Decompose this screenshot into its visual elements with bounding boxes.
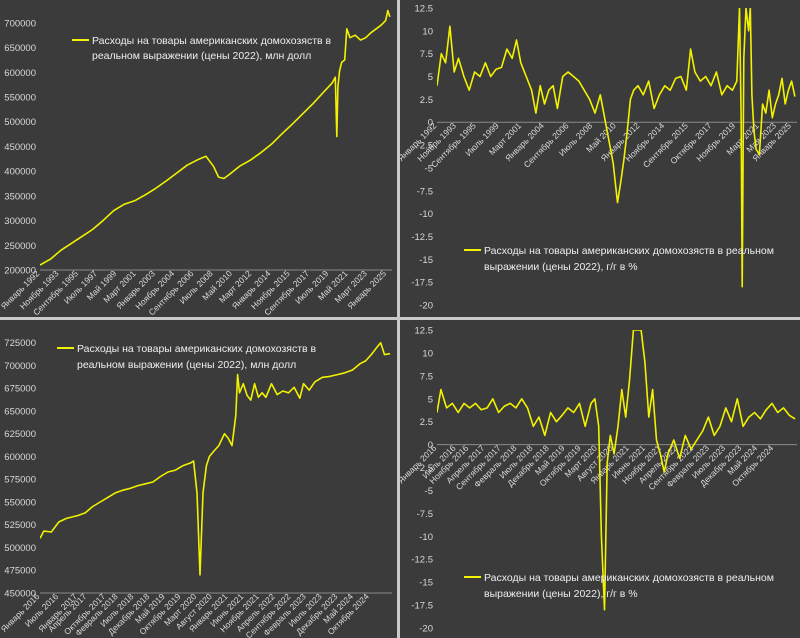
y-tick-label: 0 [428,440,433,451]
y-tick-label: -7.5 [417,509,433,520]
y-tick-label: -7.5 [417,186,433,197]
y-tick-label: 650000 [4,43,36,54]
y-tick-label: 450000 [4,589,36,600]
y-tick-label: 525000 [4,520,36,531]
chart-panel-level-recent: 450000 475000 500000 525000 550000 575000 6000… [0,320,397,638]
y-tick-label: 0 [428,118,433,129]
y-tick-label: -10 [419,532,433,543]
legend-label: Расходы на товары американских домохозяс… [484,245,774,257]
y-tick-label: 7.5 [420,49,433,60]
y-tick-label: 400000 [4,167,36,178]
y-tick-label: 450000 [4,142,36,153]
y-tick-label: 725000 [4,338,36,349]
series-line [40,9,391,266]
legend-label: выражении (цены 2022), г/г в % [484,261,638,273]
y-tick-label: 200000 [4,266,36,277]
y-tick-label: 12.5 [415,4,434,15]
chart-svg-level-full: 200000 250000 300000 350000 400000 450000 5000… [0,9,392,317]
y-tick-label: 5 [428,394,433,405]
y-tick-label: -17.5 [411,601,433,612]
y-tick-label: 500000 [4,543,36,554]
chart-svg-yoy-recent: -20 -17.5 -15 -12.5 -10 -7.5 -5 -2.5 0 2.5 5 7.5 10 1… [400,326,797,635]
y-tick-label: 650000 [4,406,36,417]
y-tick-label: 700000 [4,361,36,372]
y-tick-label: 7.5 [420,371,433,382]
chart-svg-yoy-full: -20 -17.5 -15 -12.5 -10 -7.5 -5 -2.5 0 2.5 5 7.5 10 1… [400,4,797,312]
y-tick-label: 600000 [4,452,36,463]
y-tick-label: -2.5 [417,463,433,474]
y-tick-label: 2.5 [420,95,433,106]
y-tick-label: -2.5 [417,141,433,152]
series-line [40,341,391,576]
y-tick-label: 250000 [4,241,36,252]
y-tick-label: 300000 [4,216,36,227]
chart-panel-yoy-full: -20 -17.5 -15 -12.5 -10 -7.5 -5 -2.5 0 2.5 5 7.5 10 1… [400,0,800,317]
legend-label: реальном выражении (цены 2022), млн долл [77,359,296,371]
legend-label: Расходы на товары американских домохозяс… [92,35,332,47]
y-tick-label: -12.5 [411,555,433,566]
y-tick-label: -20 [419,624,433,635]
y-tick-label: 500000 [4,117,36,128]
y-tick-label: 550000 [4,497,36,508]
chart-svg-level-recent: 450000 475000 500000 525000 550000 575000 6000… [0,338,392,638]
y-tick-label: -20 [419,301,433,312]
y-tick-label: -15 [419,255,433,266]
series-line [437,330,796,611]
y-tick-label: -15 [419,578,433,589]
legend-label: реальном выражении (цены 2022), млн долл [92,50,311,62]
y-tick-label: 350000 [4,191,36,202]
y-tick-label: -5 [425,486,433,497]
chart-panel-yoy-recent: -20 -17.5 -15 -12.5 -10 -7.5 -5 -2.5 0 2.5 5 7.5 10 1… [400,320,800,638]
y-tick-label: 575000 [4,475,36,486]
y-tick-label: 5 [428,72,433,83]
y-tick-label: 700000 [4,18,36,29]
y-tick-label: -5 [425,163,433,174]
y-tick-label: -10 [419,209,433,220]
y-tick-label: 675000 [4,384,36,395]
series-line [437,8,796,288]
y-tick-label: -12.5 [411,232,433,243]
y-tick-label: -17.5 [411,278,433,289]
y-tick-label: 10 [422,26,433,37]
legend-label: Расходы на товары американских домохозяс… [484,572,774,584]
legend-label: выражении (цены 2022), г/г в % [484,588,638,600]
chart-panel-level-full: 200000 250000 300000 350000 400000 450000 5000… [0,0,397,317]
legend-label: Расходы на товары американских домохозяс… [77,343,317,355]
y-tick-label: 2.5 [420,417,433,428]
y-tick-label: 600000 [4,68,36,79]
y-tick-label: 12.5 [415,326,434,337]
y-tick-label: 10 [422,348,433,359]
y-tick-label: 550000 [4,92,36,103]
y-tick-label: 625000 [4,429,36,440]
y-tick-label: 475000 [4,566,36,577]
